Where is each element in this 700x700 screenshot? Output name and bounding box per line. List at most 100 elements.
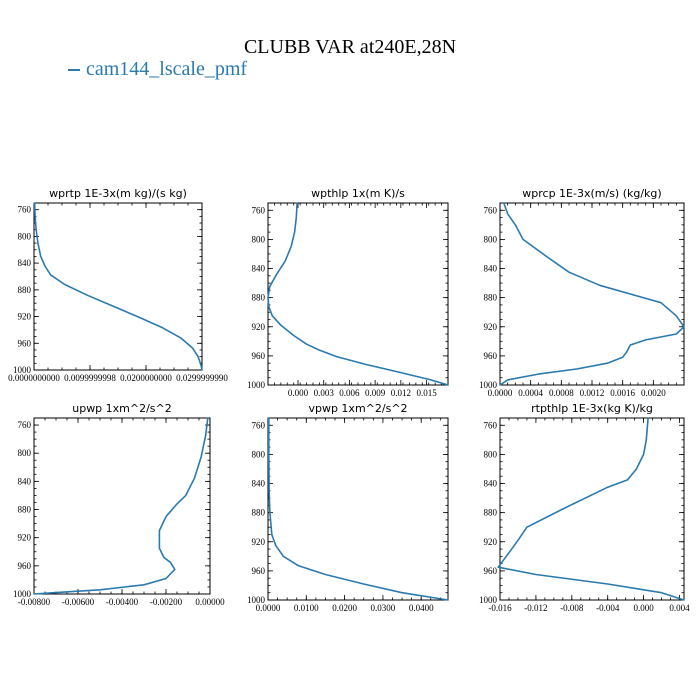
x-tick-label: 0.0299999990 — [176, 373, 228, 383]
x-tick-label: 0.0000 — [488, 388, 513, 398]
y-tick-label: 760 — [252, 420, 266, 430]
panel-5: vpwp 1xm^2/s^2 760 800 840 880 920 960 10000.00… — [247, 402, 449, 613]
x-tick-label: 0.0000 — [256, 603, 281, 613]
y-tick-label: 920 — [252, 537, 266, 547]
y-tick-label: 880 — [18, 285, 32, 295]
series-line-cam144 — [267, 202, 449, 386]
y-tick-label: 760 — [484, 205, 498, 215]
y-tick-label: 960 — [18, 338, 32, 348]
panel-3: wprcp 1E-3x(m/s) (kg/kg) 760 800 840 880 920 9… — [479, 187, 685, 398]
y-tick-label: 760 — [252, 205, 266, 215]
y-tick-label: 800 — [252, 449, 266, 459]
series-line-cam144 — [33, 202, 203, 371]
panel-title: vpwp 1xm^2/s^2 — [308, 402, 407, 415]
x-tick-label: 0.000 — [633, 603, 654, 613]
y-tick-label: 1000 — [479, 595, 498, 605]
y-tick-label: 1000 — [13, 365, 32, 375]
x-tick-label: -0.016 — [488, 603, 512, 613]
y-tick-label: 800 — [18, 231, 32, 241]
panel-4: upwp 1xm^2/s^27608008408809209601000-0.0… — [13, 402, 225, 607]
y-tick-label: 760 — [18, 205, 32, 215]
series-line-cam144 — [497, 417, 685, 601]
panel-title: wprtp 1E-3x(m kg)/(s kg) — [49, 187, 187, 200]
plot-frame — [499, 417, 685, 601]
x-tick-label: 0.0020 — [641, 388, 666, 398]
y-tick-label: 1000 — [479, 380, 498, 390]
legend: cam144_lscale_pmf — [68, 58, 247, 81]
x-tick-label: 0.004 — [669, 603, 690, 613]
y-tick-label: 920 — [252, 322, 266, 332]
x-tick-label: 0.015 — [416, 388, 437, 398]
y-tick-label: 1000 — [247, 595, 266, 605]
x-tick-label: 0.0100 — [294, 603, 319, 613]
y-tick-label: 800 — [484, 449, 498, 459]
y-tick-label: 840 — [18, 476, 32, 486]
x-tick-label: 0.000 — [288, 388, 309, 398]
x-tick-label: -0.00800 — [18, 597, 51, 607]
x-tick-label: -0.012 — [524, 603, 547, 613]
x-tick-label: 0.006 — [339, 388, 360, 398]
y-tick-label: 760 — [484, 420, 498, 430]
x-tick-label: 0.0300 — [371, 603, 396, 613]
x-tick-label: 0.003 — [314, 388, 335, 398]
series-line-cam144 — [33, 417, 209, 595]
panel-1: wprtp 1E-3x(m kg)/(s kg) 760 800 840 880 920 9… — [8, 187, 228, 383]
x-tick-label: -0.00400 — [106, 597, 139, 607]
panel-title: wprcp 1E-3x(m/s) (kg/kg) — [522, 187, 661, 200]
x-tick-label: 0.0200 — [332, 603, 357, 613]
legend-label: cam144_lscale_pmf — [86, 58, 248, 80]
plot-frame — [33, 202, 203, 371]
x-tick-label: 0.0012 — [580, 388, 605, 398]
y-tick-label: 920 — [484, 322, 498, 332]
y-tick-label: 920 — [18, 533, 32, 543]
plot-frame — [499, 202, 685, 386]
y-tick-label: 840 — [252, 479, 266, 489]
y-tick-label: 880 — [252, 508, 266, 518]
x-tick-label: 0.0400 — [409, 603, 434, 613]
y-tick-label: 960 — [18, 561, 32, 571]
panel-6: rtpthlp 1E-3x(kg K)/kg 760 800 840 880 920 960… — [479, 402, 690, 613]
x-tick-label: -0.00600 — [62, 597, 95, 607]
panel-title: wpthlp 1x(m K)/s — [311, 187, 405, 200]
y-tick-label: 800 — [484, 234, 498, 244]
plot-frame — [33, 417, 211, 595]
x-tick-label: -0.004 — [596, 603, 620, 613]
y-tick-label: 960 — [484, 566, 498, 576]
series-line-cam144 — [499, 202, 685, 386]
y-tick-label: 880 — [484, 293, 498, 303]
x-tick-label: -0.008 — [560, 603, 584, 613]
x-tick-label: 0.012 — [391, 388, 411, 398]
y-tick-label: 1000 — [13, 589, 32, 599]
x-tick-label: 0.0016 — [610, 388, 635, 398]
y-tick-label: 920 — [484, 537, 498, 547]
y-tick-label: 960 — [252, 351, 266, 361]
y-tick-label: 920 — [18, 312, 32, 322]
y-tick-label: 760 — [18, 420, 32, 430]
panel-title: rtpthlp 1E-3x(kg K)/kg — [531, 402, 653, 415]
legend-line-swatch — [68, 69, 80, 72]
y-tick-label: 960 — [484, 351, 498, 361]
x-tick-label: 0.0008 — [549, 388, 574, 398]
panel-title: upwp 1xm^2/s^2 — [72, 402, 172, 415]
y-tick-label: 880 — [18, 505, 32, 515]
x-tick-label: -0.00200 — [150, 597, 183, 607]
panel-2: wpthlp 1x(m K)/s 760 800 840 880 920 960 1000 0.… — [247, 187, 449, 398]
x-tick-label: 0.0099999998 — [64, 373, 116, 383]
y-tick-label: 880 — [252, 293, 266, 303]
x-tick-label: 0.0004 — [518, 388, 543, 398]
y-tick-label: 840 — [18, 258, 32, 268]
plot-frame — [267, 417, 449, 601]
x-tick-label: 0.00000 — [195, 597, 225, 607]
series-line-cam144 — [267, 417, 449, 601]
x-tick-label: 0.0200000000 — [120, 373, 172, 383]
y-tick-label: 840 — [484, 479, 498, 489]
y-tick-label: 1000 — [247, 380, 266, 390]
y-tick-label: 840 — [484, 264, 498, 274]
y-tick-label: 800 — [252, 234, 266, 244]
y-tick-label: 960 — [252, 566, 266, 576]
x-tick-label: 0.0000000000 — [8, 373, 60, 383]
x-tick-label: 0.009 — [365, 388, 386, 398]
y-tick-label: 880 — [484, 508, 498, 518]
